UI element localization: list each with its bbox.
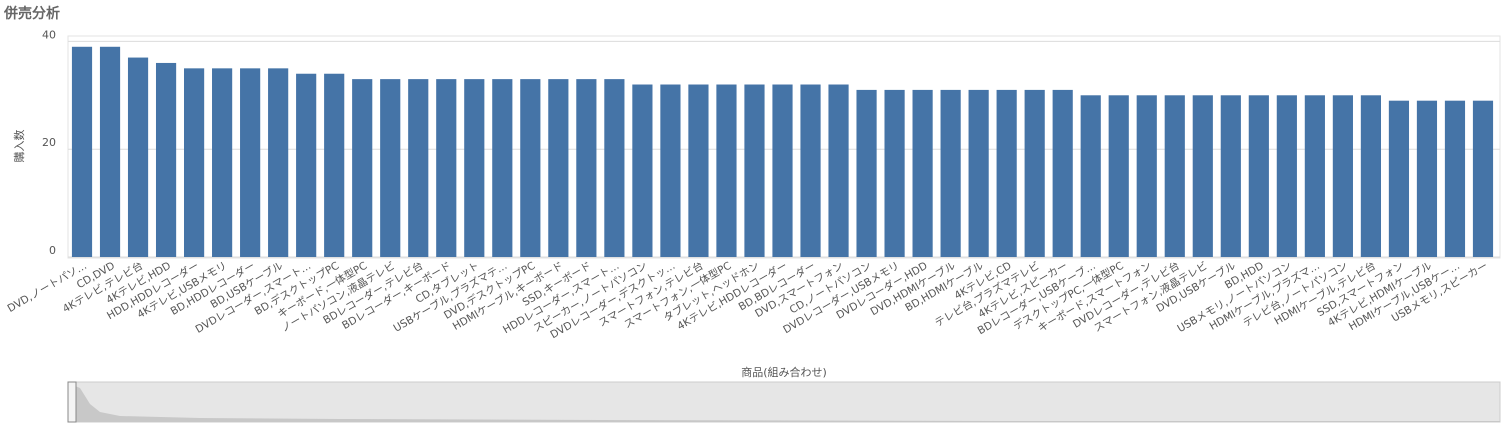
bar (408, 79, 429, 257)
bar (1136, 95, 1157, 257)
bar (99, 46, 121, 257)
y-axis-label: 購入数 (12, 130, 26, 163)
bar (1304, 95, 1325, 257)
y-tick-label: 40 (42, 28, 56, 41)
bar (1024, 89, 1045, 257)
navigator-area (70, 384, 1500, 422)
bar (1472, 100, 1494, 258)
x-axis-label: 商品(組み合わせ) (741, 365, 827, 379)
bar (772, 84, 793, 257)
bar (1052, 89, 1073, 257)
bar (1164, 95, 1185, 257)
bar (828, 84, 849, 257)
bar (856, 89, 877, 257)
bar (1080, 95, 1101, 257)
bar (604, 79, 625, 257)
bar (940, 89, 961, 257)
y-tick-label: 0 (49, 244, 56, 257)
bar (800, 84, 821, 257)
bar (520, 79, 541, 257)
bar (632, 84, 653, 257)
bar (352, 79, 373, 257)
bar (296, 73, 317, 257)
bar (996, 89, 1017, 257)
bar (912, 89, 933, 257)
bar (688, 84, 709, 257)
bar (576, 79, 597, 257)
bar (1220, 95, 1241, 257)
navigator-handle[interactable] (67, 381, 77, 423)
bar (464, 79, 485, 257)
bar (268, 68, 289, 257)
bar (492, 79, 513, 257)
bar (1444, 100, 1466, 258)
bar (884, 89, 905, 257)
bar (380, 79, 401, 257)
bar (155, 62, 177, 257)
bar (1388, 100, 1410, 258)
bar (436, 79, 457, 257)
bar (127, 57, 149, 257)
bar (716, 84, 737, 257)
bar (212, 68, 233, 257)
navigator-track (67, 381, 1501, 423)
bar (660, 84, 681, 257)
bar (1416, 100, 1438, 258)
bar (184, 68, 205, 257)
bar (1248, 95, 1269, 257)
bar (548, 79, 569, 257)
plot-frame (67, 35, 1501, 259)
navigator[interactable] (67, 381, 1501, 423)
bar (744, 84, 765, 257)
bar (1332, 95, 1353, 257)
bar (324, 73, 345, 257)
bar (1108, 95, 1129, 257)
y-tick-label: 20 (42, 136, 56, 149)
bar (1192, 95, 1213, 257)
bar (240, 68, 261, 257)
chart-title: 併売分析 (3, 5, 60, 22)
bar (968, 89, 989, 257)
bar (71, 46, 93, 257)
bar (1276, 95, 1297, 257)
bar (1360, 95, 1381, 257)
